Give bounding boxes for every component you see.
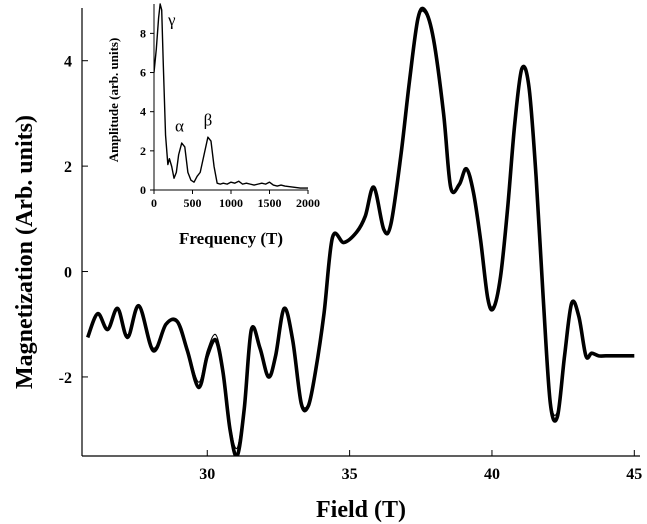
peak-label-beta: β bbox=[204, 110, 213, 129]
peak-label-alpha: α bbox=[175, 116, 184, 135]
peak-label-gamma: γ bbox=[167, 11, 176, 30]
series-line-thin bbox=[87, 10, 573, 450]
inset-y-tick-label: 4 bbox=[140, 105, 146, 119]
inset-x-tick-label: 1000 bbox=[219, 196, 243, 210]
inset-x-tick-label: 1500 bbox=[258, 196, 282, 210]
y-tick-label: 0 bbox=[64, 265, 72, 282]
inset-y-tick-label: 2 bbox=[140, 144, 146, 158]
y-tick-label: -2 bbox=[59, 370, 72, 387]
inset-x-tick-label: 0 bbox=[151, 196, 157, 210]
x-tick-label: 35 bbox=[342, 466, 358, 483]
y-tick-label: 2 bbox=[64, 159, 72, 176]
inset-x-tick-label: 500 bbox=[184, 196, 202, 210]
inset-background bbox=[106, 0, 320, 248]
y-axis-title: Magnetization (Arb. units) bbox=[12, 115, 38, 389]
inset-y-tick-label: 8 bbox=[140, 26, 146, 40]
inset-plot: 0 500 1000 1500 2000 0 2 4 6 8 Frequency (T) Amplit… bbox=[106, 0, 320, 248]
inset-y-tick-label: 0 bbox=[140, 183, 146, 197]
y-tick-label: 4 bbox=[64, 54, 72, 71]
x-tick-label: 30 bbox=[199, 466, 215, 483]
inset-x-tick-label: 2000 bbox=[296, 196, 320, 210]
x-tick-label: 40 bbox=[484, 466, 500, 483]
x-axis-title: Field (T) bbox=[316, 497, 406, 523]
inset-spectrum-line bbox=[154, 3, 308, 189]
inset-x-axis-title: Frequency (T) bbox=[179, 229, 283, 248]
inset-y-tick-label: 6 bbox=[140, 66, 146, 80]
inset-y-axis-title: Amplitude (arb. units) bbox=[106, 38, 121, 163]
x-tick-label: 45 bbox=[626, 466, 642, 483]
